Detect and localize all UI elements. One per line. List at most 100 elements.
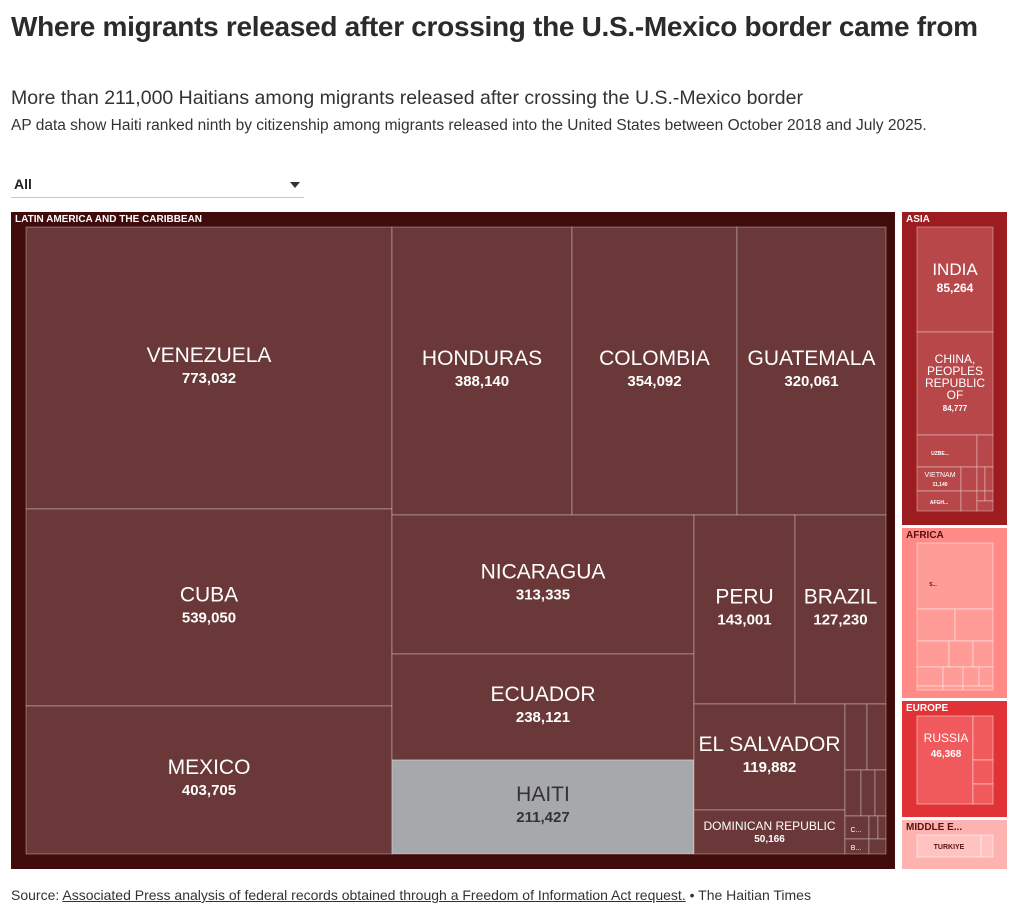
tile-china-label-line: REPUBLIC — [925, 376, 985, 390]
tile-china-label-line: CHINA, — [935, 352, 976, 366]
tile-b-label: B... — [851, 845, 862, 852]
tile-small-country[interactable] — [877, 815, 887, 840]
tile-venezuela[interactable] — [25, 226, 393, 510]
tile-nicaragua-label: NICARAGUA — [481, 561, 606, 584]
tile-india-value: 85,264 — [937, 281, 974, 295]
tile-small-country[interactable] — [916, 685, 944, 691]
tile-nicaragua[interactable] — [391, 514, 695, 655]
tile-guatemala-value: 320,061 — [784, 373, 838, 390]
tile-ecuador-value: 238,121 — [516, 709, 570, 726]
tile-small-country[interactable] — [874, 769, 887, 817]
tile-india[interactable] — [916, 226, 994, 333]
tile-small-country[interactable] — [860, 769, 876, 817]
tile-russia-label: RUSSIA — [924, 731, 969, 745]
tile-small-country[interactable] — [916, 640, 950, 668]
tile-africa-largest[interactable] — [916, 542, 994, 610]
tile-small-country[interactable] — [942, 685, 964, 691]
tile-small-country[interactable] — [916, 666, 944, 687]
tile-small-country[interactable] — [916, 466, 962, 492]
tile-small-country[interactable] — [948, 640, 974, 668]
tile-ecuador[interactable] — [391, 653, 695, 761]
tile-small-country[interactable] — [984, 490, 994, 502]
tile-dominican-republic-label: DOMINICAN REPUBLIC — [703, 819, 835, 833]
tile-small-country[interactable] — [976, 500, 994, 512]
tile-el-salvador[interactable] — [693, 703, 846, 811]
tile-vietnam-value: 11,140 — [932, 482, 947, 488]
tile-el-salvador-label: EL SALVADOR — [699, 733, 841, 756]
tile-colombia-label: COLOMBIA — [599, 347, 710, 370]
tile-small-country[interactable] — [962, 685, 994, 691]
tile-peru[interactable] — [693, 514, 796, 705]
tile-cuba-value: 539,050 — [182, 610, 236, 627]
tile-small-country[interactable] — [972, 759, 994, 785]
region-label-asia: ASIA — [906, 214, 930, 225]
source-suffix: • The Haitian Times — [685, 887, 811, 903]
tile-mexico-value: 403,705 — [182, 782, 236, 799]
tile-russia[interactable] — [916, 715, 974, 805]
tile-honduras-label: HONDURAS — [422, 347, 542, 370]
tile-mexico[interactable] — [25, 705, 393, 855]
tile-china-label-line: OF — [947, 388, 964, 402]
tile-uzbekistan-label: UZBE... — [931, 451, 949, 457]
tile-peru-value: 143,001 — [717, 612, 771, 629]
tile-small-country[interactable] — [980, 834, 994, 858]
tile-small-country[interactable] — [984, 466, 994, 492]
tile-dominican-republic-value: 50,166 — [754, 834, 785, 845]
tile-small-country[interactable] — [954, 608, 994, 642]
tile-small-country[interactable] — [960, 466, 978, 492]
region-filter-dropdown[interactable]: All — [11, 172, 304, 198]
source-footer: Source: Associated Press analysis of fed… — [11, 886, 1011, 904]
tile-india-label: INDIA — [932, 260, 978, 279]
tile-small-country[interactable] — [962, 666, 980, 687]
region-filter-value: All — [14, 176, 32, 192]
tile-brazil-value: 127,230 — [813, 612, 867, 629]
tile-vietnam-label: VIETNAM — [924, 472, 955, 479]
source-link[interactable]: Associated Press analysis of federal rec… — [62, 887, 686, 903]
tile-small-country[interactable] — [978, 666, 994, 687]
region-label-latin-america-and-the-caribbean: LATIN AMERICA AND THE CARIBBEAN — [15, 214, 202, 225]
tile-small-country[interactable] — [976, 490, 986, 502]
chevron-down-icon — [290, 182, 300, 188]
region-label-africa: AFRICA — [906, 530, 944, 541]
tile-small-country[interactable] — [868, 815, 879, 840]
tile-cuba-label: CUBA — [180, 584, 238, 607]
tile-afghanistan-label: AFGH... — [930, 500, 949, 506]
tile-ecuador-label: ECUADOR — [490, 683, 595, 706]
tile-venezuela-value: 773,032 — [182, 370, 236, 387]
tile-africa-s-label: S... — [929, 582, 937, 588]
tile-haiti-label: HAITI — [516, 783, 570, 806]
tile-small-country[interactable] — [960, 490, 978, 512]
tile-small-country[interactable] — [972, 640, 994, 668]
tile-small-country[interactable] — [916, 608, 956, 642]
tile-russia-value: 46,368 — [931, 749, 962, 760]
tile-guatemala[interactable] — [736, 226, 887, 516]
tile-cuba[interactable] — [25, 508, 393, 707]
chart-title: Where migrants released after crossing t… — [11, 11, 978, 42]
tile-small-country[interactable] — [976, 434, 994, 468]
tile-china-label-line: PEOPLES — [927, 364, 983, 378]
tile-honduras-value: 388,140 — [455, 373, 509, 390]
tile-small-country[interactable] — [942, 666, 964, 687]
tile-brazil[interactable] — [794, 514, 887, 705]
tile-venezuela-label: VENEZUELA — [147, 344, 272, 367]
tile-turkiye-label: TURKIYE — [934, 844, 965, 851]
tile-small-country[interactable] — [972, 783, 994, 805]
tile-china[interactable] — [916, 331, 994, 436]
tile-haiti[interactable] — [391, 759, 695, 855]
tile-small-country[interactable] — [844, 769, 862, 817]
tile-colombia-value: 354,092 — [627, 373, 681, 390]
tile-haiti-value: 211,427 — [516, 809, 569, 826]
tile-brazil-label: BRAZIL — [804, 586, 878, 609]
tile-dominican-republic[interactable] — [693, 809, 846, 855]
tile-mexico-label: MEXICO — [168, 756, 251, 779]
tile-small-country[interactable] — [976, 466, 986, 492]
tile-small-country[interactable] — [844, 703, 868, 771]
tile-colombia[interactable] — [571, 226, 738, 516]
tile-c-label: C... — [851, 827, 862, 834]
tile-small-country[interactable] — [868, 838, 887, 855]
tile-honduras[interactable] — [391, 226, 573, 516]
tile-china-value: 84,777 — [943, 404, 968, 413]
tile-small-country[interactable] — [972, 715, 994, 761]
tile-small-country[interactable] — [866, 703, 887, 771]
